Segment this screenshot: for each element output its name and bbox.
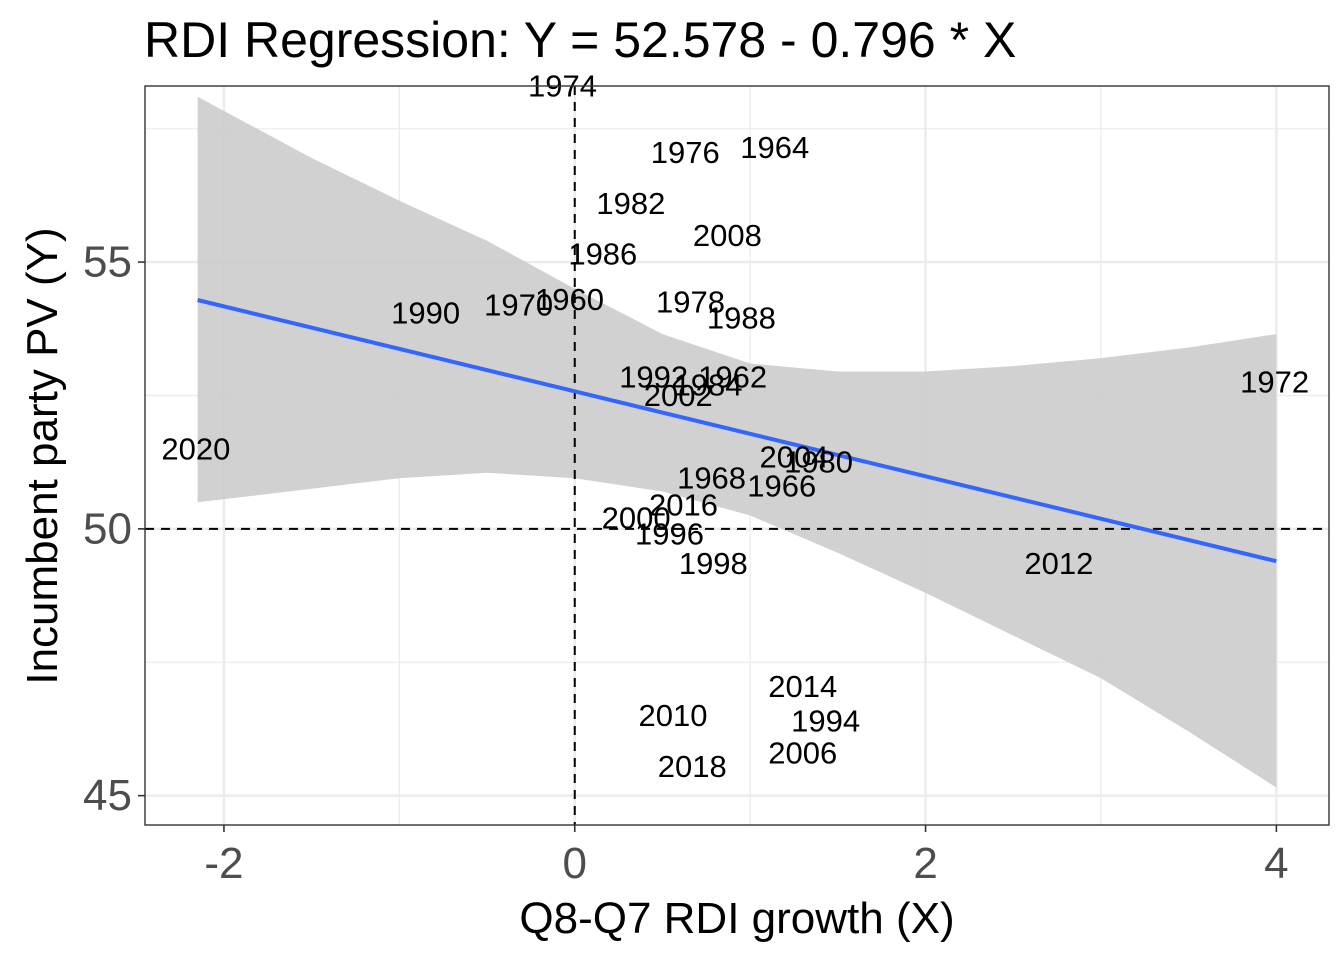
x-tick-label: 0 (563, 839, 587, 888)
regression-line-group (197, 298, 1277, 564)
point-label: 1960 (535, 282, 604, 317)
point-label: 1980 (784, 445, 853, 480)
confidence-band (197, 96, 1277, 788)
point-label: 1994 (791, 703, 860, 738)
point-label: 1970 (484, 287, 553, 322)
point-label: 1966 (747, 469, 816, 504)
point-label: 2012 (1024, 546, 1093, 581)
point-label: 1964 (740, 130, 809, 165)
x-tick-label: 4 (1264, 839, 1288, 888)
regression-line (197, 298, 1277, 564)
y-axis-title: Incumbent party PV (Y) (18, 227, 67, 684)
point-label: 1990 (391, 295, 460, 330)
point-label: 2000 (602, 501, 671, 536)
y-tick-label: 50 (83, 504, 132, 553)
x-tick-label: 2 (913, 839, 937, 888)
x-axis-ticks: -2 0 2 4 (204, 825, 1289, 888)
y-axis-ticks: 45 50 55 (83, 238, 145, 820)
x-axis-title: Q8-Q7 RDI growth (X) (519, 894, 954, 943)
point-label: 2010 (638, 698, 707, 733)
point-label: 2002 (644, 378, 713, 413)
point-label: 2018 (658, 749, 727, 784)
point-label: 1988 (707, 301, 776, 336)
point-label: 1992 (619, 359, 688, 394)
point-label: 1982 (596, 186, 665, 221)
y-tick-label: 45 (83, 771, 132, 820)
point-label: 1962 (698, 359, 767, 394)
y-tick-label: 55 (83, 238, 132, 287)
point-label: 1986 (568, 237, 637, 272)
point-label: 1998 (679, 546, 748, 581)
point-label: 2016 (649, 487, 718, 522)
plot-panel-border (144, 85, 1330, 826)
point-label: 2006 (768, 735, 837, 770)
point-label: 2008 (693, 218, 762, 253)
point-label: 1972 (1240, 365, 1309, 400)
point-label: 2014 (768, 669, 837, 704)
point-label: 1968 (677, 461, 746, 496)
confidence-band-group (197, 96, 1277, 788)
chart-title: RDI Regression: Y = 52.578 - 0.796 * X (144, 12, 1016, 68)
reference-lines (145, 86, 1329, 825)
x-tick-label: -2 (204, 839, 243, 888)
point-label: 2020 (161, 431, 230, 466)
point-label: 2004 (760, 439, 829, 474)
point-label: 1984 (674, 367, 743, 402)
point-label: 1978 (656, 285, 725, 320)
point-label: 1996 (635, 517, 704, 552)
point-label: 1976 (651, 135, 720, 170)
